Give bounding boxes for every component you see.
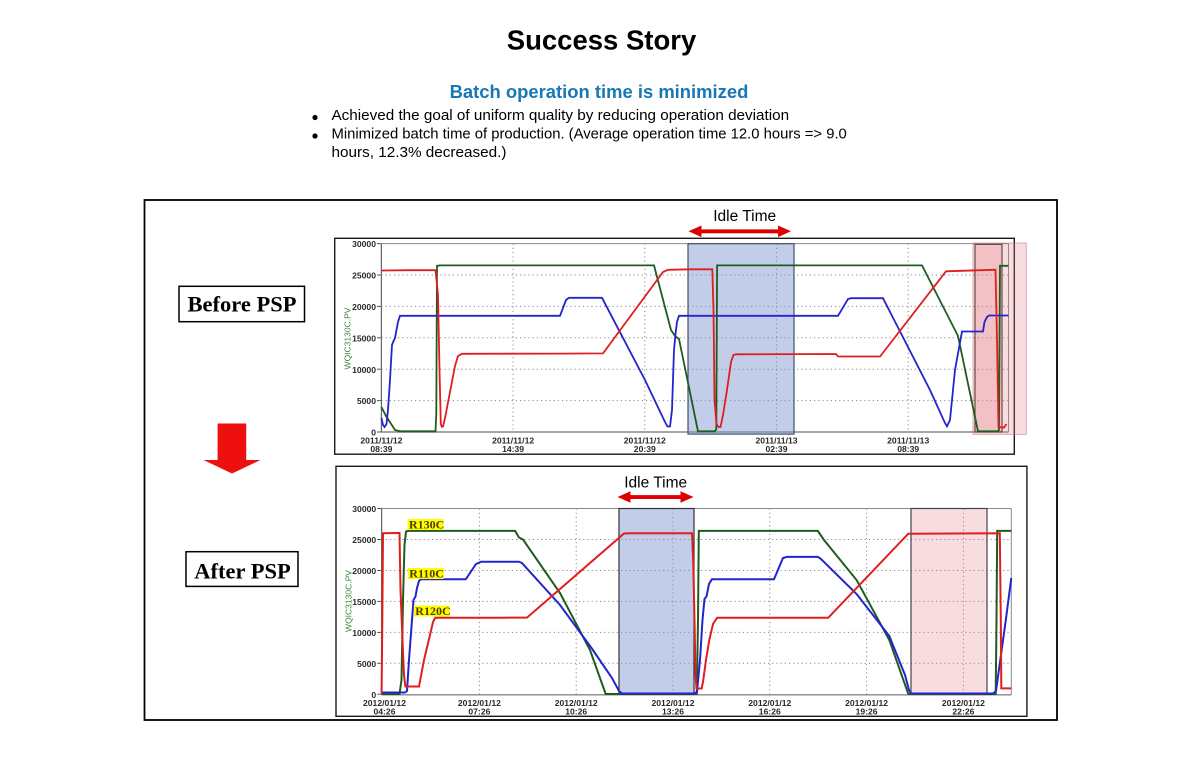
svg-text:10000: 10000 — [352, 628, 376, 638]
svg-text:30000: 30000 — [352, 239, 376, 249]
svg-text:Idle Time: Idle Time — [624, 475, 687, 492]
svg-text:20:39: 20:39 — [634, 444, 656, 454]
svg-text:0: 0 — [371, 428, 376, 438]
svg-text:30000: 30000 — [352, 504, 376, 514]
svg-text:5000: 5000 — [357, 659, 376, 669]
svg-text:16:26: 16:26 — [759, 706, 781, 716]
svg-text:07:26: 07:26 — [468, 706, 490, 716]
svg-text:Before PSP: Before PSP — [188, 292, 297, 317]
svg-text:R120C: R120C — [415, 604, 450, 618]
svg-text:hours, 12.3% decreased.): hours, 12.3% decreased.) — [332, 144, 507, 161]
svg-text:13:26: 13:26 — [662, 706, 684, 716]
svg-text:WQIC3130C.PV: WQIC3130C.PV — [344, 570, 354, 632]
svg-text:Idle Time: Idle Time — [713, 208, 776, 225]
svg-text:After PSP: After PSP — [194, 559, 291, 584]
svg-text:10000: 10000 — [352, 365, 376, 375]
svg-text:2012/01/12: 2012/01/12 — [651, 698, 694, 708]
svg-text:19:26: 19:26 — [856, 706, 878, 716]
svg-text:04:26: 04:26 — [374, 706, 396, 716]
svg-text:2011/11/12: 2011/11/12 — [492, 436, 534, 446]
svg-text:25000: 25000 — [352, 271, 376, 281]
svg-text:R110C: R110C — [409, 566, 444, 580]
svg-text:0: 0 — [371, 690, 376, 700]
svg-text:R130C: R130C — [409, 517, 444, 531]
svg-text:15000: 15000 — [352, 333, 376, 343]
svg-text:2012/01/12: 2012/01/12 — [363, 698, 406, 708]
svg-text:20000: 20000 — [352, 302, 376, 312]
svg-text:WQIC3130C.PV: WQIC3130C.PV — [343, 307, 353, 369]
svg-text:22:26: 22:26 — [952, 706, 974, 716]
svg-text:2011/11/12: 2011/11/12 — [360, 436, 402, 446]
svg-text:14:39: 14:39 — [502, 444, 524, 454]
svg-text:Batch operation time is minimi: Batch operation time is minimized — [450, 81, 749, 102]
svg-text:08:39: 08:39 — [897, 444, 919, 454]
svg-text:08:39: 08:39 — [370, 444, 392, 454]
svg-text:15000: 15000 — [352, 597, 376, 607]
svg-text:10:26: 10:26 — [565, 706, 587, 716]
svg-text:2012/01/12: 2012/01/12 — [845, 698, 888, 708]
svg-text:2012/01/12: 2012/01/12 — [942, 698, 985, 708]
svg-text:20000: 20000 — [352, 566, 376, 576]
svg-text:25000: 25000 — [352, 535, 376, 545]
svg-text:2011/11/13: 2011/11/13 — [755, 436, 797, 446]
svg-text:02:39: 02:39 — [766, 444, 788, 454]
svg-text:2012/01/12: 2012/01/12 — [458, 698, 501, 708]
svg-text:Minimized batch time of produc: Minimized batch time of production. (Ave… — [332, 126, 847, 143]
svg-text:2011/11/12: 2011/11/12 — [624, 436, 666, 446]
svg-text:5000: 5000 — [357, 396, 376, 406]
svg-text:2011/11/13: 2011/11/13 — [887, 436, 929, 446]
svg-text:Success Story: Success Story — [507, 24, 697, 55]
svg-text:2012/01/12: 2012/01/12 — [748, 698, 791, 708]
svg-text:2012/01/12: 2012/01/12 — [555, 698, 598, 708]
svg-text:Achieved the goal of uniform q: Achieved the goal of uniform quality by … — [332, 107, 790, 124]
